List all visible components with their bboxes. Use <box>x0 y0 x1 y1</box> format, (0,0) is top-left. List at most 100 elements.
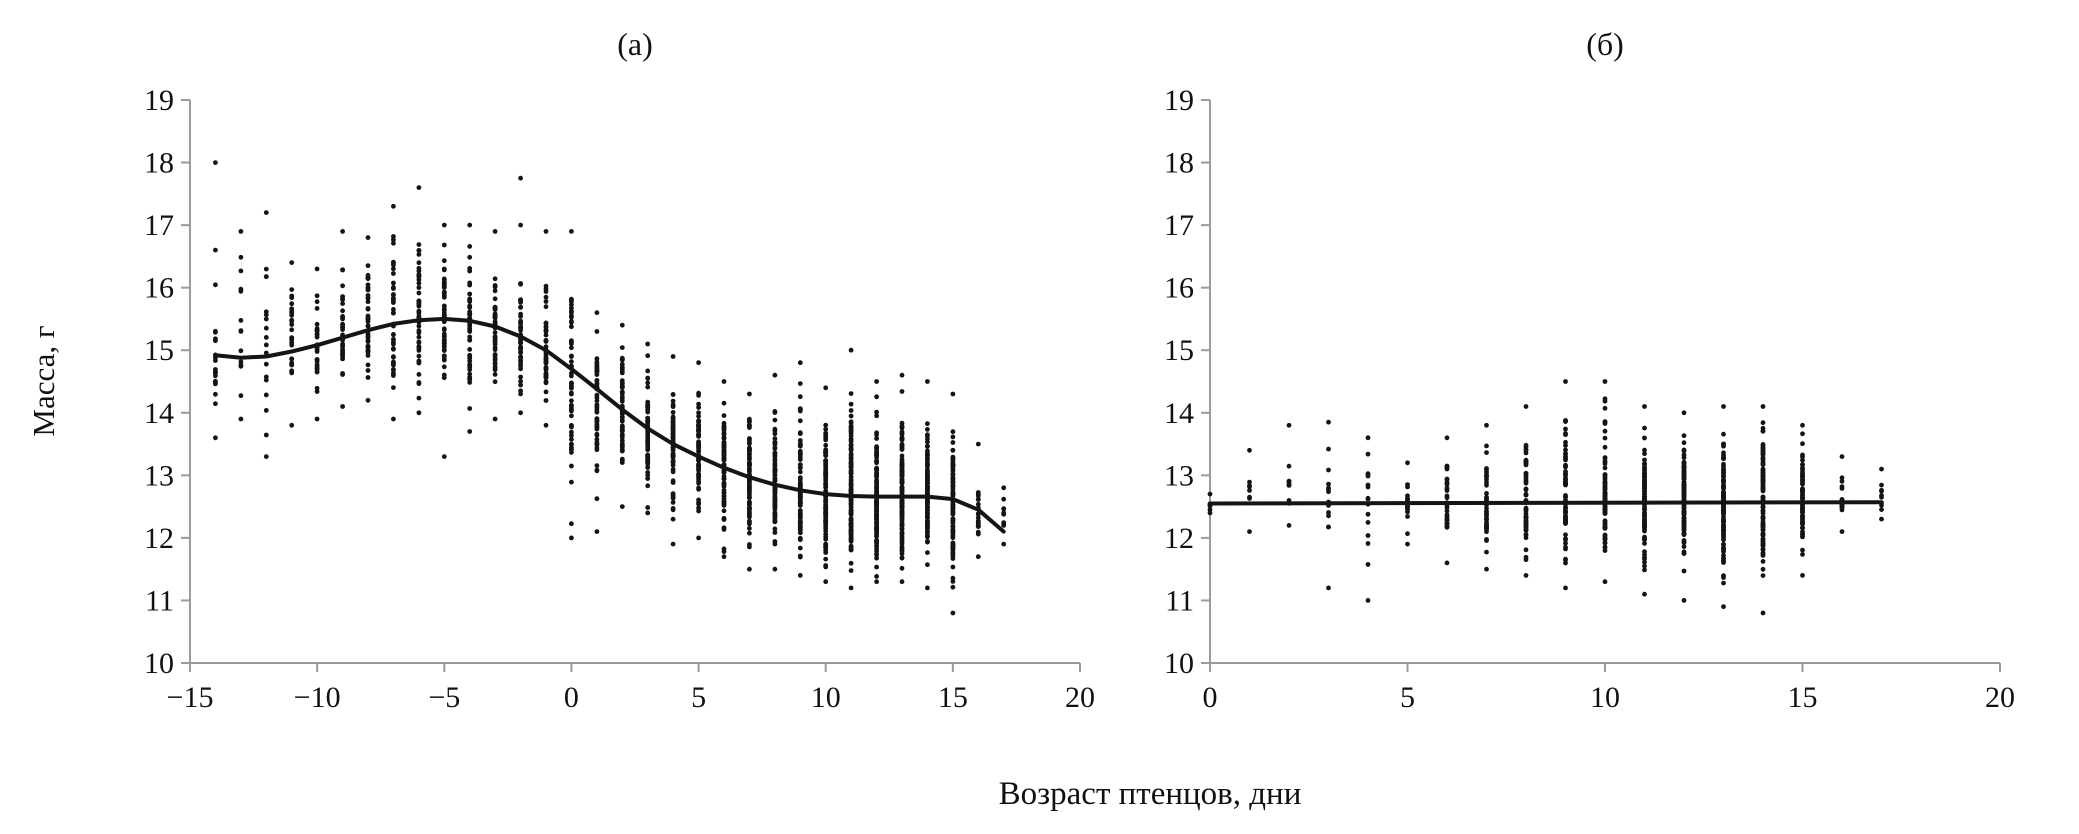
data-point <box>569 381 574 387</box>
data-point <box>1365 495 1371 501</box>
data-point <box>696 501 701 507</box>
data-point <box>263 377 269 383</box>
data-point <box>1326 585 1331 591</box>
data-point <box>365 323 371 329</box>
data-point <box>314 366 320 372</box>
data-point <box>314 326 320 331</box>
data-point <box>874 485 879 490</box>
data-point <box>797 381 803 386</box>
data-point <box>289 342 295 348</box>
data-point <box>874 379 879 384</box>
data-point <box>950 447 956 453</box>
data-point <box>874 436 879 441</box>
data-point <box>1642 425 1647 431</box>
data-point <box>899 389 905 394</box>
y-tick-label: 13 <box>1164 459 1194 492</box>
data-point <box>1001 523 1007 528</box>
data-point <box>365 296 371 301</box>
data-point <box>594 468 600 474</box>
data-point <box>1800 462 1805 467</box>
data-point <box>1642 536 1647 542</box>
y-tick-label: 15 <box>144 334 174 367</box>
data-point <box>518 391 523 397</box>
data-point <box>391 280 396 286</box>
data-point <box>543 367 549 373</box>
data-point <box>823 422 829 428</box>
data-point <box>441 303 447 309</box>
data-point <box>365 375 371 380</box>
data-point <box>467 312 473 317</box>
data-point <box>1444 493 1450 499</box>
data-point <box>1800 422 1805 428</box>
data-point <box>874 555 879 561</box>
data-point <box>1484 529 1489 535</box>
data-point <box>721 476 727 482</box>
data-point <box>1484 516 1489 522</box>
trend-line <box>213 316 1006 534</box>
y-tick-label: 13 <box>144 459 174 492</box>
data-point <box>1484 491 1489 496</box>
data-point <box>263 274 269 279</box>
data-point <box>823 515 829 520</box>
data-point <box>213 401 218 407</box>
data-point <box>594 441 600 447</box>
data-point <box>1365 451 1371 457</box>
data-point <box>467 367 473 373</box>
data-point <box>1602 405 1608 411</box>
data-point <box>772 526 778 532</box>
data-point <box>213 160 218 166</box>
data-point <box>670 398 676 404</box>
data-point <box>899 551 905 557</box>
data-point <box>441 364 447 370</box>
data-point <box>1523 458 1529 463</box>
data-point <box>1365 520 1371 525</box>
data-point <box>1523 535 1529 541</box>
x-tick-label: 20 <box>1985 681 2015 714</box>
data-point <box>1721 575 1726 580</box>
data-point <box>721 508 727 514</box>
data-point <box>569 437 574 442</box>
data-point <box>416 272 422 277</box>
data-point <box>670 507 676 513</box>
data-point <box>823 458 829 463</box>
data-point <box>1800 525 1805 530</box>
trend-line <box>1208 500 1884 506</box>
data-point <box>492 416 498 422</box>
data-point <box>416 185 422 191</box>
data-point <box>874 505 879 511</box>
data-point <box>645 505 651 510</box>
data-point <box>747 478 752 484</box>
data-point <box>263 316 269 322</box>
data-point <box>950 463 956 469</box>
data-point <box>899 501 905 507</box>
data-point <box>1681 440 1687 446</box>
data-point <box>467 304 473 310</box>
data-point <box>492 313 498 319</box>
data-point <box>289 337 295 343</box>
data-point <box>1405 541 1410 547</box>
data-point <box>1642 462 1647 467</box>
data-point <box>1760 508 1766 513</box>
scatter-points <box>213 160 1007 616</box>
data-point <box>899 436 905 442</box>
data-point <box>594 409 600 415</box>
data-point <box>314 321 320 327</box>
data-point <box>391 203 396 209</box>
data-point <box>1247 488 1252 493</box>
data-point <box>670 416 676 422</box>
data-point <box>416 410 422 416</box>
data-point <box>416 353 422 359</box>
data-point <box>797 501 803 506</box>
data-point <box>569 345 574 351</box>
data-point <box>772 518 778 524</box>
data-point <box>950 533 956 539</box>
data-point <box>1563 546 1568 552</box>
data-point <box>950 556 956 561</box>
data-point <box>1563 536 1568 542</box>
data-point <box>696 473 701 479</box>
data-point <box>950 480 956 485</box>
data-point <box>823 556 829 562</box>
data-point <box>467 334 473 340</box>
data-point <box>874 574 879 579</box>
data-point <box>848 448 854 453</box>
